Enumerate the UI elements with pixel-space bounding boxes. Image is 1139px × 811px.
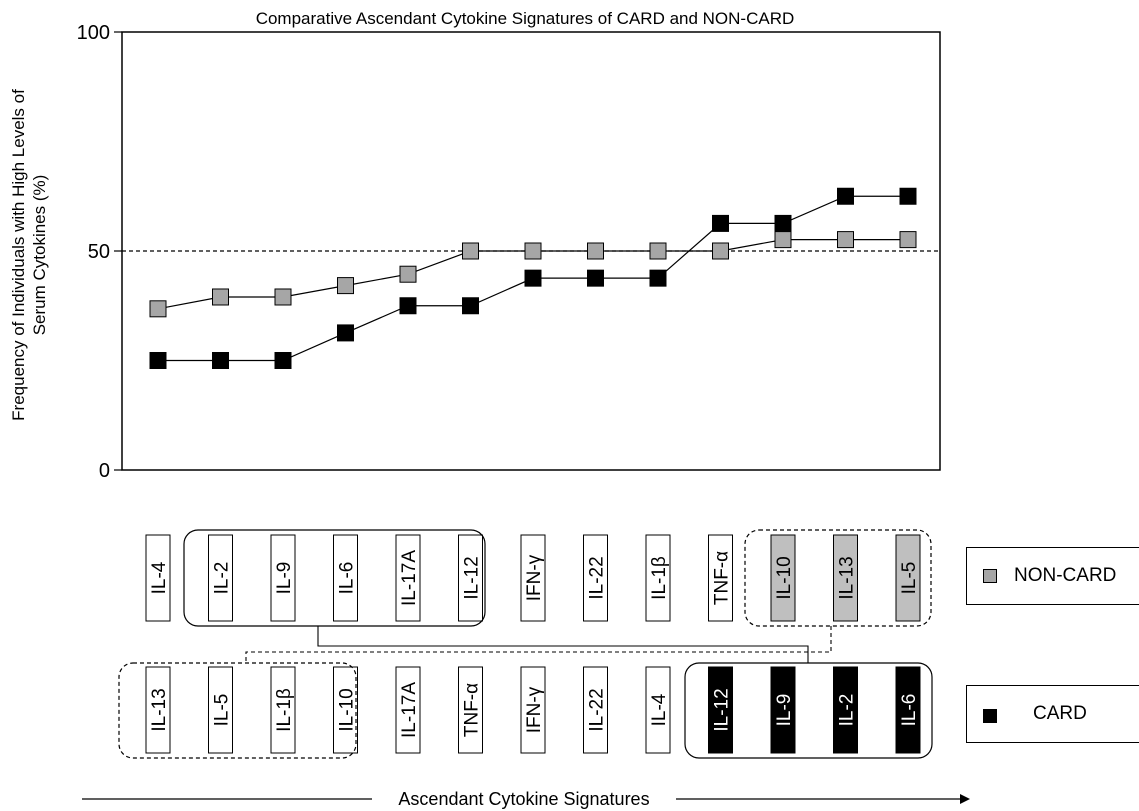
card-point xyxy=(524,269,542,287)
non-card-category-box xyxy=(270,534,296,622)
card-point xyxy=(337,324,354,342)
card-point xyxy=(837,187,854,205)
non-card-point xyxy=(587,242,604,260)
card-category-label: IL-17A xyxy=(399,682,420,738)
card-category-box xyxy=(708,666,733,754)
y-tick-label-100: 100 xyxy=(77,22,110,44)
non-card-category-box xyxy=(645,534,671,622)
non-card-category-box xyxy=(395,534,421,622)
x-axis-label: Ascendant Cytokine Signatures xyxy=(398,789,649,809)
y-tick-label-0: 0 xyxy=(99,460,110,482)
card-category-box xyxy=(520,666,546,754)
non-card-point xyxy=(399,265,417,283)
non-card-point xyxy=(337,277,354,295)
card-category-box xyxy=(645,666,671,754)
non-card-category-box xyxy=(520,534,546,622)
y-tick-label-50: 50 xyxy=(88,241,110,263)
non-card-category-label: IL-13 xyxy=(837,556,858,599)
card-category-label: IL-6 xyxy=(899,694,920,727)
card-point xyxy=(399,297,417,315)
non-card-point xyxy=(524,242,542,260)
card-point xyxy=(274,352,292,369)
non-card-category-box xyxy=(458,534,483,622)
non-card-point xyxy=(837,231,854,249)
legend-card: CARD xyxy=(966,685,1139,743)
non-card-category-label: IL-17A xyxy=(399,550,420,606)
card-point xyxy=(587,269,604,287)
non-card-category-label: IL-5 xyxy=(899,562,920,595)
card-point xyxy=(649,269,667,287)
y-axis-label-line2: Serum Cytokines (%) xyxy=(30,175,49,336)
non-card-category-label: IL-12 xyxy=(462,556,483,599)
non-card-category-label: IFN-γ xyxy=(524,554,545,601)
non-card-category-box xyxy=(145,534,171,622)
non-card-point xyxy=(274,288,292,306)
non-card-category-box xyxy=(208,534,233,622)
non-card-point xyxy=(712,242,729,260)
card-category-label: IL-10 xyxy=(337,688,358,731)
card-category-box xyxy=(270,666,296,754)
non-card-point xyxy=(462,242,479,260)
legend-card-marker xyxy=(983,709,997,723)
x-arrow-head-icon xyxy=(960,794,970,804)
card-category-label: IL-13 xyxy=(149,688,170,731)
card-group-dashed xyxy=(118,662,357,759)
non-card-category-box xyxy=(583,534,608,622)
card-point xyxy=(899,187,917,205)
non-card-category-box xyxy=(895,534,921,622)
chart-title: Comparative Ascendant Cytokine Signature… xyxy=(256,9,795,28)
card-category-box xyxy=(333,666,358,754)
card-category-label: IL-1β xyxy=(274,688,295,732)
connector-solid xyxy=(317,626,809,663)
card-category-label: IL-2 xyxy=(837,694,858,727)
legend-noncard-marker xyxy=(983,569,997,583)
non-card-point xyxy=(774,231,792,249)
non-card-category-label: IL-6 xyxy=(337,562,358,595)
non-card-category-box xyxy=(708,534,733,622)
card-category-box xyxy=(208,666,233,754)
card-point xyxy=(462,297,479,315)
non-card-category-box xyxy=(770,534,796,622)
card-category-box xyxy=(145,666,171,754)
non-card-category-label: IL-4 xyxy=(149,561,170,594)
connector-dashed xyxy=(245,626,832,663)
legend-noncard-label: NON-CARD xyxy=(1014,565,1117,586)
card-category-label: IL-12 xyxy=(712,688,733,731)
non-card-category-label: IL-10 xyxy=(774,556,795,599)
legend-card-label: CARD xyxy=(1033,703,1087,724)
non-card-point xyxy=(149,300,167,318)
card-category-label: IL-9 xyxy=(774,694,795,727)
card-point xyxy=(712,214,729,232)
legend-noncard: NON-CARD xyxy=(966,547,1139,605)
card-category-label: IL-22 xyxy=(587,688,608,731)
non-card-point xyxy=(899,231,917,249)
card-category-label: IL-4 xyxy=(649,693,670,726)
non-card-point xyxy=(212,288,229,306)
card-category-label: IL-5 xyxy=(212,694,233,727)
card-category-label: TNF-α xyxy=(462,683,483,737)
card-category-label: IFN-γ xyxy=(524,686,545,733)
non-card-category-label: TNF-α xyxy=(712,551,733,605)
card-category-box xyxy=(583,666,608,754)
card-point xyxy=(149,352,167,369)
non-card-point xyxy=(649,242,667,260)
non-card-category-label: IL-9 xyxy=(274,562,295,595)
non-card-category-box xyxy=(333,534,358,622)
card-category-box xyxy=(895,666,921,754)
card-category-box xyxy=(770,666,796,754)
non-card-category-box xyxy=(833,534,858,622)
y-axis-label-line1: Frequency of Individuals with High Level… xyxy=(9,89,28,421)
noncard-group-solid xyxy=(183,529,486,627)
card-point xyxy=(212,352,229,369)
card-category-box xyxy=(395,666,421,754)
card-category-box xyxy=(833,666,858,754)
noncard-group-dashed xyxy=(744,529,932,627)
card-category-box xyxy=(458,666,483,754)
card-point xyxy=(774,214,792,232)
non-card-category-label: IL-2 xyxy=(212,562,233,595)
non-card-category-label: IL-22 xyxy=(587,556,608,599)
non-card-category-label: IL-1β xyxy=(649,556,670,600)
